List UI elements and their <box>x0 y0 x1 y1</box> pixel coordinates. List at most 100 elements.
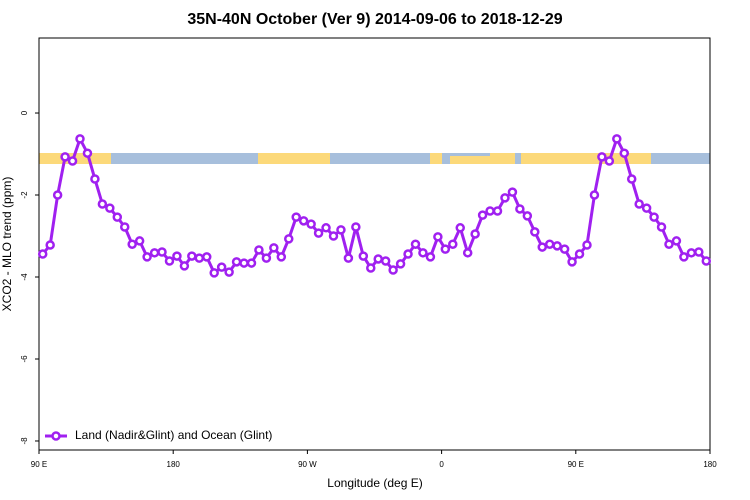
data-point <box>306 219 316 229</box>
data-point <box>552 241 562 251</box>
data-point <box>328 231 339 241</box>
data-point <box>321 223 331 233</box>
data-point <box>626 174 637 184</box>
data-point <box>649 212 659 222</box>
plot-frame <box>38 37 711 451</box>
data-point <box>60 152 70 162</box>
data-point <box>75 134 85 144</box>
data-point <box>671 236 682 246</box>
data-point <box>470 229 480 239</box>
data-point <box>82 148 93 158</box>
data-point <box>574 249 585 259</box>
data-point <box>336 225 346 235</box>
data-point <box>388 265 398 275</box>
x-tick-label: 90 E <box>568 460 584 469</box>
x-tick-label: 0 <box>439 460 444 469</box>
data-point <box>694 247 704 257</box>
data-point <box>246 258 257 268</box>
data-point <box>298 216 309 226</box>
data-point <box>589 190 600 200</box>
data-point <box>276 252 287 262</box>
data-point <box>90 174 100 184</box>
data-point <box>239 258 249 268</box>
data-point <box>97 199 108 209</box>
data-point <box>142 252 152 262</box>
chart-title: 35N-40N October (Ver 9) 2014-09-06 to 20… <box>187 11 562 28</box>
data-point <box>515 204 525 214</box>
legend-marker <box>51 431 61 441</box>
data-point <box>380 256 391 266</box>
data-point <box>679 252 689 262</box>
data-point <box>641 203 652 213</box>
x-axis-label: Longitude (deg E) <box>327 476 422 490</box>
data-point <box>433 232 443 242</box>
data-point <box>612 134 622 144</box>
data-point <box>187 251 197 261</box>
data-point <box>209 268 219 278</box>
data-point <box>500 193 510 203</box>
data-point <box>559 244 570 254</box>
data-point <box>291 212 301 222</box>
data-point <box>269 243 279 253</box>
data-point <box>462 248 473 258</box>
data-point <box>172 251 182 261</box>
x-tick-label: 90 E <box>31 460 47 469</box>
data-point <box>597 152 607 162</box>
data-point <box>351 222 361 232</box>
y-tick-label: 0 <box>20 110 29 115</box>
data-point <box>112 212 123 222</box>
data-point <box>530 227 540 237</box>
data-point <box>701 256 712 266</box>
data-point <box>224 267 234 277</box>
data-point <box>440 244 451 254</box>
data-point <box>567 257 577 267</box>
data-point <box>373 254 383 264</box>
data-point <box>343 253 354 263</box>
data-point <box>410 239 421 249</box>
data-point <box>634 199 644 209</box>
data-point <box>425 252 436 262</box>
data-point <box>477 210 488 220</box>
data-point <box>604 156 615 166</box>
x-tick-label: 180 <box>167 460 181 469</box>
data-point <box>395 259 406 269</box>
data-point <box>194 253 205 263</box>
data-point <box>119 222 130 232</box>
data-point <box>179 261 190 271</box>
legend-label: Land (Nadir&Glint) and Ocean (Glint) <box>75 428 272 442</box>
data-point <box>403 249 413 259</box>
data-point <box>537 242 547 252</box>
data-point <box>418 248 428 258</box>
y-axis-label: XCO2 - MLO trend (ppm) <box>0 177 14 312</box>
data-point <box>686 248 697 258</box>
data-point <box>358 251 369 261</box>
data-point <box>134 236 145 246</box>
x-tick-label: 90 W <box>298 460 317 469</box>
data-point <box>37 249 48 259</box>
data-point <box>231 257 242 267</box>
data-point <box>254 245 264 255</box>
data-point <box>492 206 503 216</box>
data-point <box>45 240 55 250</box>
data-point <box>261 253 272 263</box>
data-point <box>656 222 667 232</box>
data-point <box>52 190 63 200</box>
data-point <box>619 148 630 158</box>
y-tick-label: -8 <box>20 437 29 445</box>
y-tick-label: -2 <box>20 191 29 199</box>
data-point <box>127 239 137 249</box>
data-point <box>67 156 78 166</box>
data-point <box>202 252 212 262</box>
data-point <box>157 247 167 257</box>
data-point <box>582 240 592 250</box>
data-point <box>284 234 294 244</box>
data-point <box>105 203 115 213</box>
y-tick-label: -4 <box>20 273 29 281</box>
data-point <box>313 228 324 238</box>
data-point <box>544 239 555 249</box>
data-point <box>366 263 376 273</box>
data-point <box>448 239 458 249</box>
data-point <box>507 187 518 197</box>
data-point <box>216 262 227 272</box>
